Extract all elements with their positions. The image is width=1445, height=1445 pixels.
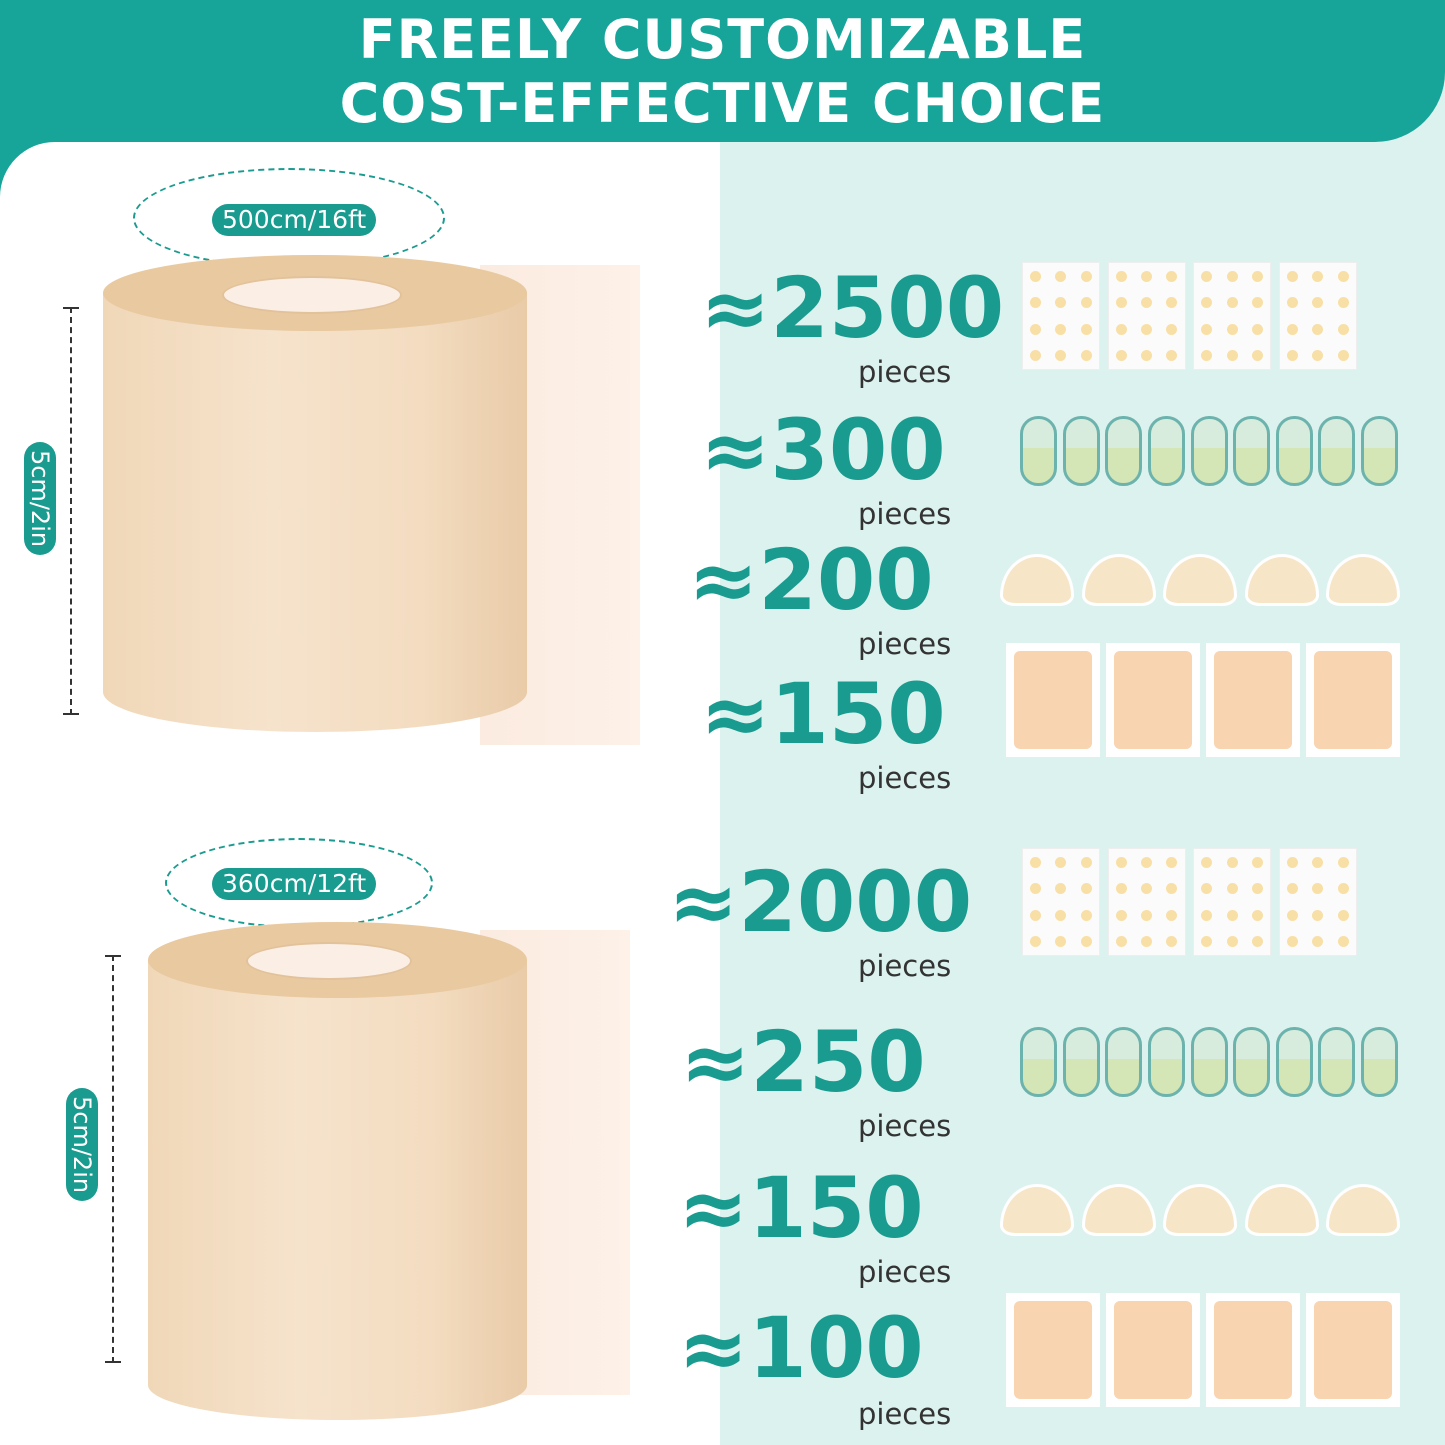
header-banner: FREELY CUSTOMIZABLE COST-EFFECTIVE CHOIC… — [0, 0, 1445, 142]
piece-unit: pieces — [858, 497, 952, 531]
title-line-2: COST-EFFECTIVE CHOICE — [339, 72, 1106, 135]
patch-row — [1020, 416, 1398, 486]
capsule-patch-icon — [1233, 1027, 1271, 1097]
patch-row — [1022, 262, 1357, 370]
capsule-patch-icon — [1318, 416, 1356, 486]
width-label: 5cm/2in — [66, 1088, 98, 1202]
dot-sticker-sheet-icon — [1193, 848, 1272, 956]
piece-count: ≈250 — [680, 1013, 926, 1111]
capsule-patch-icon — [1105, 1027, 1143, 1097]
piece-count: ≈150 — [678, 1159, 924, 1257]
length-label: 360cm/12ft — [212, 868, 377, 900]
crescent-patch-icon — [1244, 1184, 1319, 1236]
capsule-patch-icon — [1190, 416, 1228, 486]
capsule-patch-icon — [1020, 1027, 1057, 1097]
piece-unit: pieces — [858, 355, 952, 389]
length-label: 500cm/16ft — [212, 204, 377, 236]
dot-sticker-sheet-icon — [1278, 262, 1357, 370]
piece-unit: pieces — [858, 1255, 952, 1289]
crescent-patch-icon — [1326, 554, 1400, 606]
rectangle-patch-icon — [1106, 1293, 1200, 1407]
patch-row — [1000, 553, 1400, 607]
patch-row — [1006, 643, 1400, 757]
title-line-1: FREELY CUSTOMIZABLE — [358, 8, 1087, 71]
piece-unit: pieces — [858, 1397, 952, 1431]
capsule-patch-icon — [1062, 1027, 1100, 1097]
crescent-patch-icon — [1163, 554, 1237, 606]
crescent-patch-icon — [1000, 554, 1074, 606]
rectangle-patch-icon — [1306, 643, 1400, 757]
capsule-patch-icon — [1361, 1027, 1398, 1097]
piece-count: ≈100 — [678, 1299, 924, 1397]
dot-sticker-sheet-icon — [1022, 848, 1100, 956]
patch-row — [1006, 1293, 1400, 1407]
piece-unit: pieces — [858, 1109, 952, 1143]
piece-count: ≈200 — [688, 531, 934, 629]
crescent-patch-icon — [1244, 554, 1319, 606]
piece-count: ≈150 — [700, 665, 946, 763]
capsule-patch-icon — [1020, 416, 1057, 486]
crescent-patch-icon — [1163, 1184, 1237, 1236]
capsule-patch-icon — [1275, 416, 1313, 486]
capsule-patch-icon — [1190, 1027, 1228, 1097]
rectangle-patch-icon — [1206, 1293, 1300, 1407]
rectangle-patch-icon — [1306, 1293, 1400, 1407]
patch-row — [1000, 1183, 1400, 1237]
crescent-patch-icon — [1081, 554, 1156, 606]
patch-row — [1020, 1027, 1398, 1097]
width-label: 5cm/2in — [24, 442, 56, 556]
piece-unit: pieces — [858, 949, 952, 983]
capsule-patch-icon — [1105, 416, 1143, 486]
patch-row — [1022, 848, 1357, 956]
capsule-patch-icon — [1318, 1027, 1356, 1097]
capsule-patch-icon — [1147, 416, 1185, 486]
piece-unit: pieces — [858, 761, 952, 795]
capsule-patch-icon — [1062, 416, 1100, 486]
crescent-patch-icon — [1081, 1184, 1156, 1236]
rectangle-patch-icon — [1006, 1293, 1100, 1407]
dot-sticker-sheet-icon — [1022, 262, 1100, 370]
capsule-patch-icon — [1147, 1027, 1185, 1097]
rectangle-patch-icon — [1006, 643, 1100, 757]
rectangle-patch-icon — [1106, 643, 1200, 757]
dot-sticker-sheet-icon — [1278, 848, 1357, 956]
height-dimension-line — [63, 307, 79, 715]
dot-sticker-sheet-icon — [1107, 262, 1186, 370]
crescent-patch-icon — [1326, 1184, 1400, 1236]
piece-count: ≈2000 — [668, 853, 973, 951]
piece-unit: pieces — [858, 627, 952, 661]
rectangle-patch-icon — [1206, 643, 1300, 757]
crescent-patch-icon — [1000, 1184, 1074, 1236]
piece-count: ≈2500 — [700, 259, 1005, 357]
dot-sticker-sheet-icon — [1193, 262, 1272, 370]
piece-count: ≈300 — [700, 401, 946, 499]
capsule-patch-icon — [1233, 416, 1271, 486]
capsule-patch-icon — [1361, 416, 1398, 486]
height-dimension-line — [105, 955, 121, 1363]
capsule-patch-icon — [1275, 1027, 1313, 1097]
dot-sticker-sheet-icon — [1107, 848, 1186, 956]
